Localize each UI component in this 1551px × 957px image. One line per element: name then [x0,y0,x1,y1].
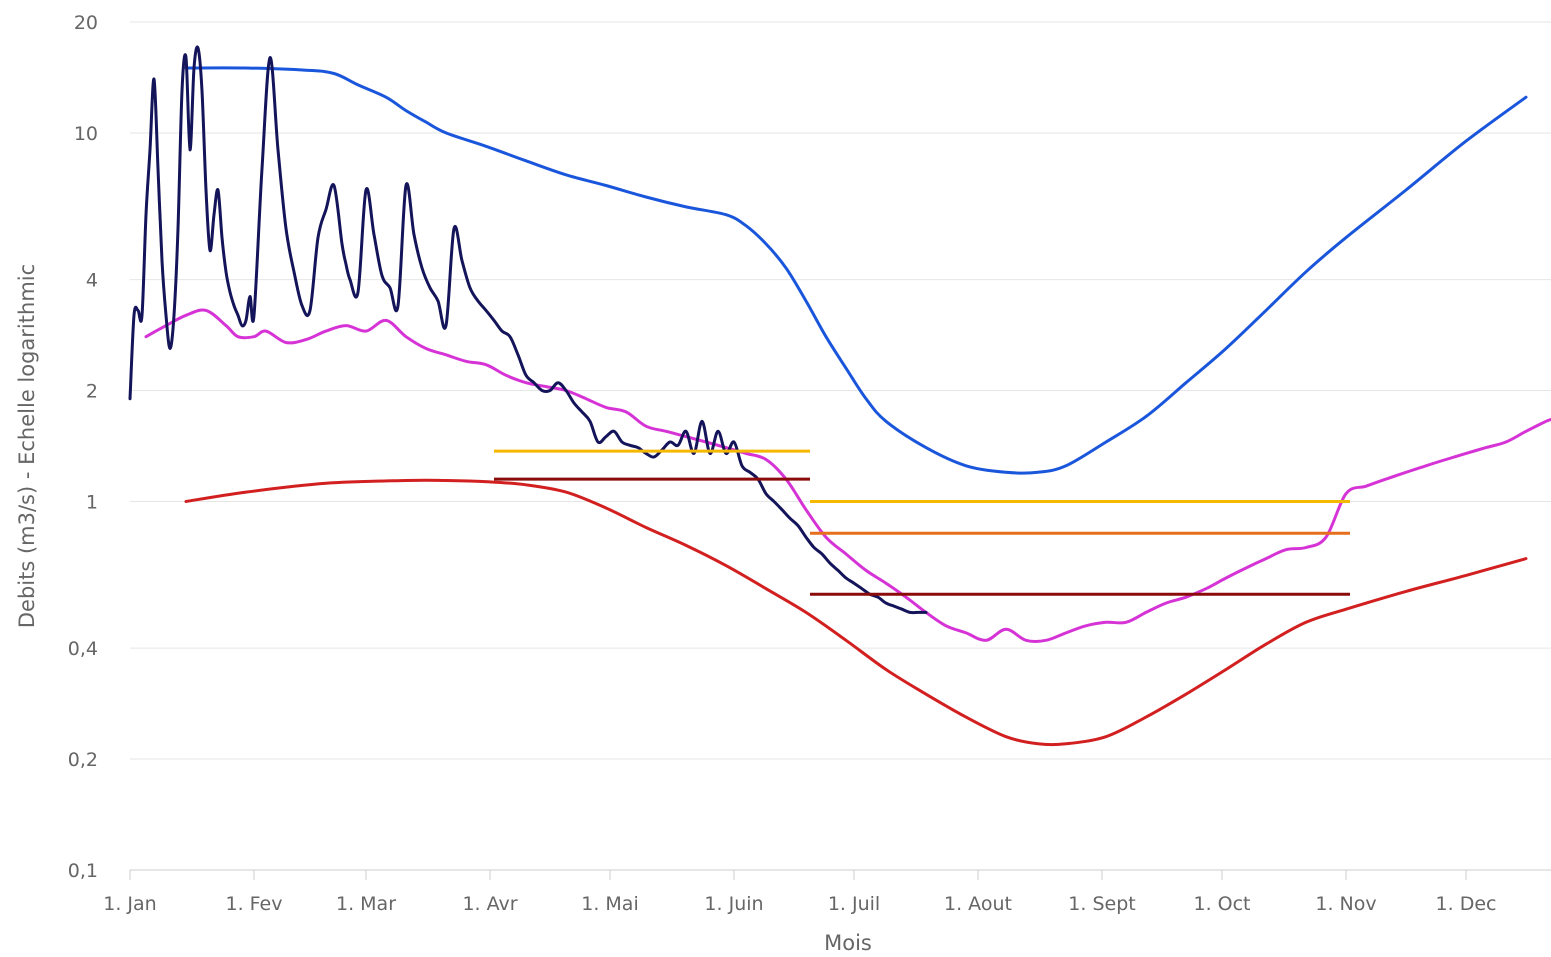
x-tick-label: 1. Jan [103,893,156,915]
y-tick-label: 4 [86,270,98,292]
x-tick-label: 1. Dec [1436,893,1497,915]
x-axis-title: Mois [824,931,872,955]
y-tick-label: 0,1 [68,860,98,882]
x-tick-label: 1. Mar [336,893,396,915]
y-axis: 0,1 0,2 0,4 1 2 4 10 20 [68,12,98,882]
series-line-current [128,45,928,615]
y-tick-label: 0,2 [68,749,98,771]
x-tick-label: 1. Aout [944,893,1012,915]
x-axis: 1. Jan 1. Fev 1. Mar 1. Avr 1. Mai 1. Juin 1. … [103,869,1551,915]
y-tick-label: 1 [86,491,98,513]
y-tick-label: 20 [74,12,98,34]
x-tick-label: 1. Nov [1315,893,1376,915]
y-axis-title: Debits (m3/s) - Echelle logarithmic [15,264,39,628]
series-line-median [144,308,1551,643]
y-tick-label: 10 [74,123,98,145]
threshold-group [494,449,1350,596]
series-line-min [184,478,1528,747]
x-tick-label: 1. Juil [828,893,880,915]
series-line-max [184,66,1528,475]
x-tick-label: 1. Sept [1068,893,1135,915]
y-tick-label: 0,4 [68,638,98,660]
x-tick-label: 1. Fev [226,893,283,915]
y-tick-label: 2 [86,381,98,403]
x-tick-label: 1. Oct [1193,893,1250,915]
grid [130,21,1551,871]
series-group [128,45,1551,747]
x-tick-label: 1. Avr [462,893,517,915]
x-tick-label: 1. Mai [581,893,638,915]
x-tick-label: 1. Juin [704,893,763,915]
